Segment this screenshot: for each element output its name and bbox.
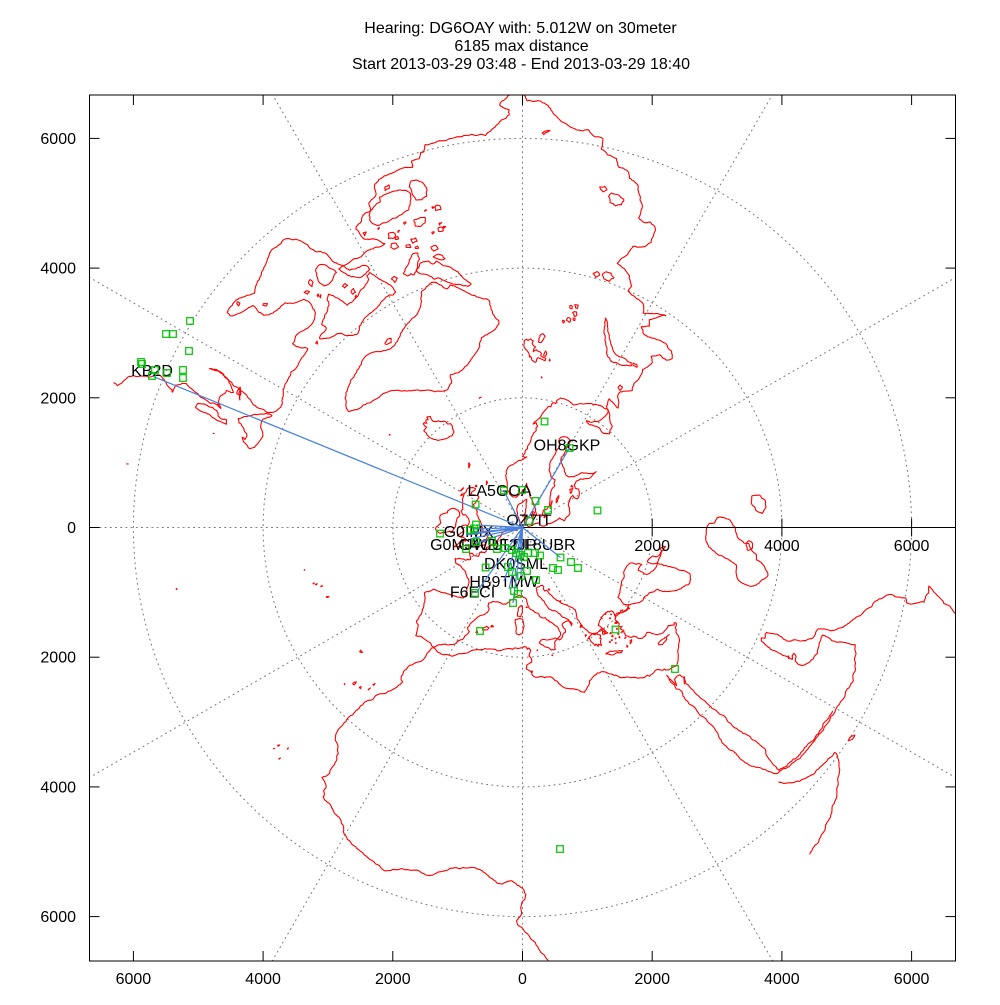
svg-text:2000: 2000	[634, 538, 670, 555]
svg-text:4000: 4000	[245, 971, 281, 988]
svg-text:4000: 4000	[40, 779, 76, 796]
svg-text:6000: 6000	[116, 971, 152, 988]
svg-text:6000: 6000	[40, 909, 76, 926]
svg-text:2000: 2000	[634, 971, 670, 988]
svg-text:2000: 2000	[40, 650, 76, 667]
svg-text:2000: 2000	[375, 971, 411, 988]
svg-text:4000: 4000	[764, 971, 800, 988]
svg-text:Hearing: DG6OAY with: 5.012W o: Hearing: DG6OAY with: 5.012W on 30meter	[364, 20, 677, 37]
svg-text:0: 0	[518, 971, 527, 988]
svg-text:2000: 2000	[40, 390, 76, 407]
svg-text:LA5GOA: LA5GOA	[467, 483, 531, 500]
svg-text:F6ECI: F6ECI	[450, 585, 495, 602]
svg-text:6000: 6000	[40, 131, 76, 148]
svg-text:6000: 6000	[894, 971, 930, 988]
svg-text:0: 0	[67, 520, 76, 537]
svg-text:Start 2013-03-29 03:48 - End 2: Start 2013-03-29 03:48 - End 2013-03-29 …	[352, 56, 690, 73]
svg-text:4000: 4000	[764, 538, 800, 555]
svg-text:4000: 4000	[40, 261, 76, 278]
svg-text:6185 max distance: 6185 max distance	[454, 38, 588, 55]
svg-text:6000: 6000	[894, 538, 930, 555]
